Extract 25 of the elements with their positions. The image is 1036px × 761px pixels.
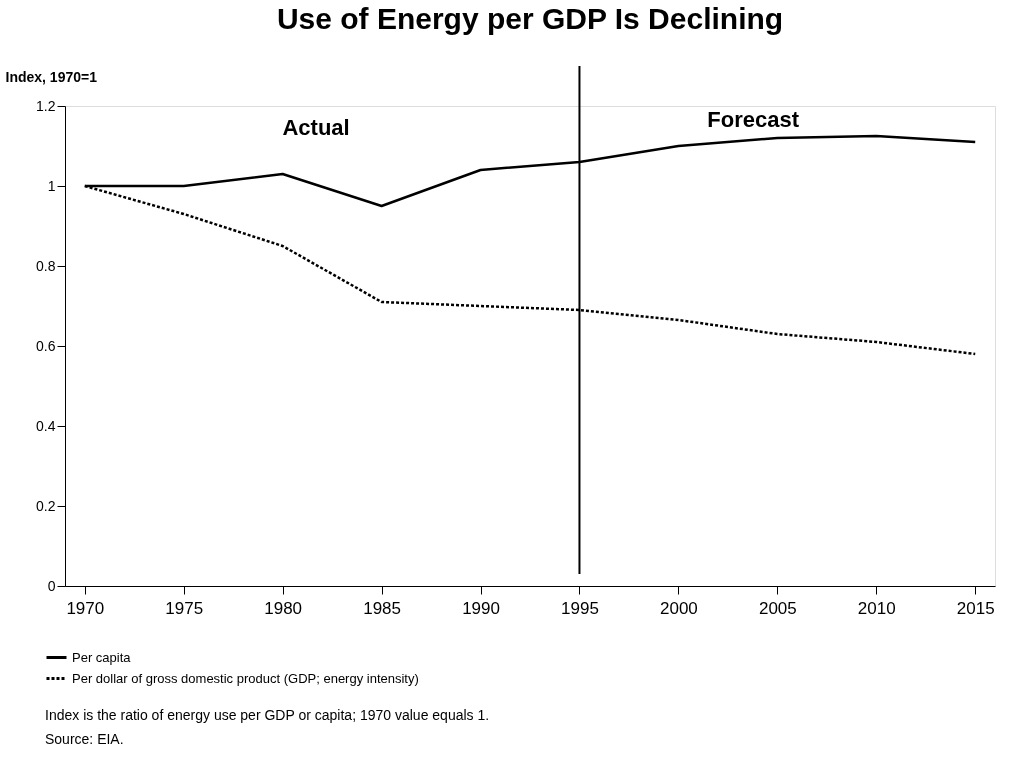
x-tick-label: 1970 [66,598,105,618]
x-tick-label: 1995 [561,598,599,618]
legend-label: Per capita [72,649,132,665]
y-tick-label: 0.2 [36,497,56,514]
y-axis-title: Index, 1970=1 [5,68,98,85]
y-tick-label: 1.2 [36,97,56,114]
y-tick-label: 0.8 [36,257,56,274]
y-tick-label: 0.6 [36,337,56,354]
x-tick-label: 1980 [264,598,303,618]
x-tick-label: 1990 [462,598,500,618]
x-tick-label: 2005 [758,598,797,618]
y-tick-label: 0.4 [36,417,56,434]
x-tick-label: 2010 [857,598,896,618]
legend-label: Per dollar of gross domestic product (GDP; energy intensity) [72,670,419,686]
x-tick-label: 1985 [363,598,402,618]
chart-title: Use of Energy per GDP Is Declining [276,2,784,35]
text: Index is the ratio of energy use per GDP or capita; 1970 value equals 1. [45,707,490,723]
x-tick-label: 2000 [659,598,698,618]
y-tick-label: 1 [47,177,56,194]
source-note: Source: EIA. [45,731,124,747]
annotation: Actual [282,115,350,140]
y-tick-label: 0 [47,577,56,594]
annotation: Forecast [707,107,800,132]
x-tick-label: 1975 [165,598,204,618]
x-tick-label: 2015 [956,598,995,618]
